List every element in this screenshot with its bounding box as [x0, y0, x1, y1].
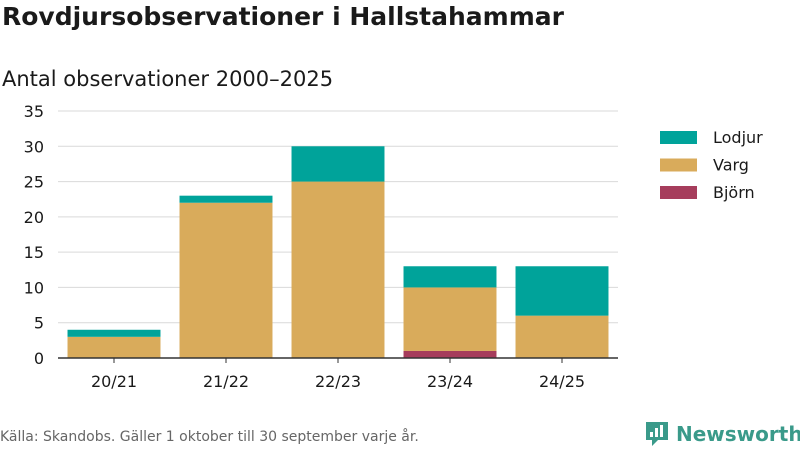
- chart-subtitle: Antal observationer 2000–2025: [2, 67, 334, 91]
- bar-lodjur-20-21: [67, 329, 161, 337]
- bar-varg-24-25: [515, 315, 609, 358]
- x-tick-label: 23/24: [427, 372, 473, 391]
- bar-lodjur-21-22: [179, 195, 273, 203]
- axes: 0 5 10 15 20 25 30 35 20/21 21/22 22/23 23/24 24/25: [24, 102, 618, 391]
- x-tick-label: 24/25: [539, 372, 585, 391]
- source-note: Källa: Skandobs. Gäller 1 oktober till 3…: [0, 429, 419, 445]
- bar-varg-20-21: [67, 336, 161, 358]
- chart-title: Rovdjursobservationer i Hallstahammar: [2, 2, 564, 31]
- bar-lodjur-22-23: [291, 146, 385, 182]
- bar-varg-23-24: [403, 287, 497, 351]
- y-tick-label: 10: [24, 278, 44, 297]
- y-tick-label: 35: [24, 102, 44, 121]
- bar-lodjur-23-24: [403, 266, 497, 288]
- legend-swatch-varg: [660, 158, 697, 172]
- newsworthy-logo: Newsworthy: [644, 420, 800, 448]
- y-tick-label: 5: [34, 314, 44, 333]
- x-tick-label: 22/23: [315, 372, 361, 391]
- legend-label-björn: Björn: [713, 183, 755, 202]
- legend: Lodjur Varg Björn: [660, 128, 763, 202]
- legend-label-lodjur: Lodjur: [713, 128, 763, 147]
- legend-label-varg: Varg: [713, 156, 749, 175]
- brand-name: Newsworthy: [676, 422, 800, 446]
- legend-swatch-björn: [660, 186, 697, 199]
- x-tick-label: 20/21: [91, 372, 137, 391]
- bar-björn-23-24: [403, 350, 497, 358]
- y-tick-label: 25: [24, 173, 44, 192]
- y-tick-label: 20: [24, 208, 44, 227]
- bar-varg-21-22: [179, 202, 273, 358]
- bar-chart-badge-icon: [646, 422, 668, 446]
- bar-lodjur-24-25: [515, 266, 609, 316]
- bar-varg-22-23: [291, 181, 385, 358]
- legend-swatch-lodjur: [660, 131, 697, 144]
- x-tick-label: 21/22: [203, 372, 249, 391]
- y-tick-label: 15: [24, 243, 44, 262]
- y-tick-label: 30: [24, 137, 44, 156]
- y-tick-label: 0: [34, 349, 44, 368]
- bars: [67, 146, 609, 358]
